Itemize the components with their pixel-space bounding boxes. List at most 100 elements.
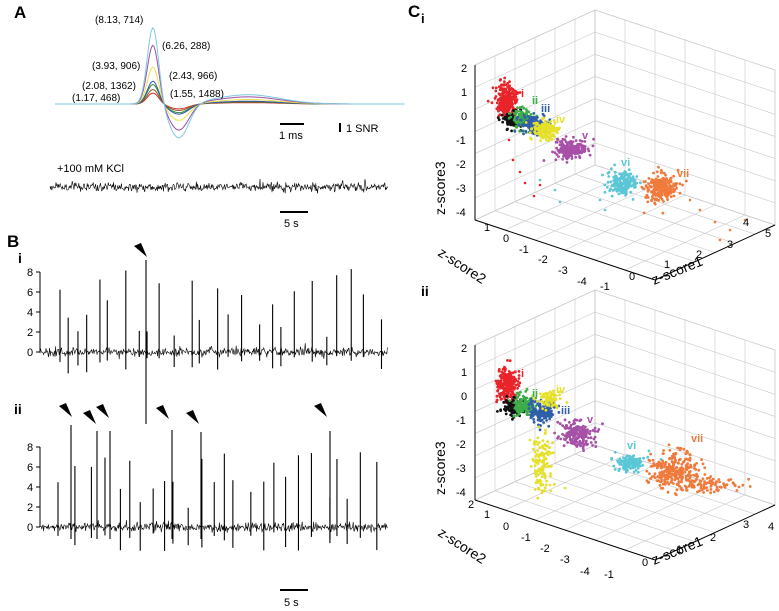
noise-point (508, 409, 511, 412)
cluster-vi-point (607, 175, 611, 178)
cluster-vii-point (661, 459, 664, 463)
cluster-v-point (601, 422, 604, 426)
cluster-vii-point (657, 460, 661, 464)
cluster-vii-point (717, 478, 721, 481)
cluster-v-point (565, 424, 569, 427)
grid-line (504, 454, 626, 511)
cluster-iv-point (539, 471, 542, 475)
cluster-vii-point (650, 199, 653, 203)
cluster-vii-point (665, 470, 668, 474)
cluster-vii-point (710, 482, 714, 486)
cluster-i-point (503, 379, 506, 382)
cluster-ii-point (515, 401, 519, 405)
cluster-vi-point (614, 179, 618, 182)
cluster-vii-point (700, 458, 703, 461)
cluster-iv-point (539, 469, 543, 473)
cluster-v-point (555, 153, 559, 156)
waveform-annotation-6: (1.55, 1488) (170, 89, 224, 100)
cluster-iii-point (532, 112, 536, 115)
cluster-iii-point (522, 114, 526, 118)
cluster-vi-point (603, 208, 607, 212)
cluster-vii-point (673, 470, 677, 474)
grid-line (534, 464, 656, 521)
cluster-v-point (593, 435, 597, 439)
cluster-vi-point (634, 185, 637, 189)
cluster-vii-point (662, 449, 665, 452)
plot-ii-z-tick: 2 (461, 343, 467, 355)
cluster-iv-point (534, 460, 538, 463)
noise-point (505, 121, 509, 125)
cluster-vii-point (716, 489, 720, 493)
cluster-v-point (594, 440, 598, 444)
cluster-v-point (567, 427, 571, 430)
cluster-vi-point (636, 471, 640, 474)
cluster-iv-point (558, 393, 561, 397)
cluster-iv-point (544, 408, 548, 412)
cluster-ii-point (516, 106, 519, 109)
cluster-vii-point (666, 490, 670, 494)
cluster-iv-point (546, 453, 550, 457)
cluster-vi-point (631, 175, 635, 179)
cluster-v-point (553, 151, 557, 155)
cluster-v-point (555, 146, 558, 150)
plot-i-z-tick: 0 (461, 111, 467, 123)
cluster-iv-point (542, 455, 546, 459)
cluster-iv-point (552, 392, 556, 396)
cluster-i-point (532, 194, 536, 198)
cluster-v-point (556, 420, 560, 424)
trace-bii-tick-4: 4 (27, 482, 33, 494)
cluster-i-point (503, 105, 507, 109)
cluster-vi-point (646, 455, 650, 459)
cluster-vii-point (667, 443, 671, 447)
cluster-vi-point (632, 454, 635, 458)
cluster-vii-point (727, 478, 730, 482)
cluster-vi-point (639, 464, 642, 468)
cluster-i-point (508, 80, 511, 84)
spike-waveforms (55, 27, 405, 139)
cluster-iii-point (550, 409, 553, 413)
noise-point (499, 408, 502, 412)
cluster-vi-point (618, 182, 622, 186)
cluster-iv-point (543, 452, 546, 456)
cluster-vii-point (684, 465, 688, 468)
cluster-vii-point (663, 478, 666, 482)
cluster-i-point (503, 372, 506, 376)
cluster-i-point (512, 387, 516, 391)
cluster-v-point (572, 440, 576, 444)
cluster-vii-point (652, 171, 655, 175)
cluster-iv-point (543, 394, 546, 398)
cluster-iv-point (550, 405, 554, 408)
cluster-v-point (565, 436, 568, 440)
cluster-iv-point (545, 479, 548, 483)
cluster-i-point (511, 106, 515, 109)
cluster-v-point (562, 444, 566, 448)
cluster-iv-point (544, 457, 548, 461)
noise-point (500, 113, 504, 117)
cluster-ii-point (524, 409, 528, 413)
cluster-vii-point (702, 491, 705, 494)
panel-c-sub-ii: ii (421, 283, 429, 299)
cluster-v-point (594, 445, 598, 448)
kcl-label: +100 mM KCl (57, 163, 124, 175)
cluster-iv-point (538, 478, 542, 482)
cluster-iii-point (520, 123, 524, 127)
cluster-iv-point (536, 443, 539, 446)
cluster-iv-point (536, 399, 539, 403)
cluster-i-point (500, 370, 504, 374)
noise-point (501, 120, 505, 124)
cluster-v-point (577, 436, 580, 440)
cluster-ii-point (518, 129, 521, 133)
trace-bii-tick-2: 2 (27, 502, 33, 514)
waveform-annotation-7: (1.17, 468) (72, 93, 120, 104)
cluster-i-point (495, 101, 499, 105)
cluster-iv-point (553, 129, 557, 133)
cluster-ii-point (514, 405, 518, 408)
cluster-vii-point (679, 487, 683, 491)
cluster-i-point (496, 379, 500, 383)
cluster-iii-point (557, 411, 561, 414)
plot-ii-z-tick: -4 (456, 487, 466, 499)
cluster-iv-point (541, 465, 544, 468)
cluster-vii-point (712, 490, 716, 494)
cluster-v-point (551, 150, 554, 154)
cluster-iv-point (539, 395, 543, 399)
